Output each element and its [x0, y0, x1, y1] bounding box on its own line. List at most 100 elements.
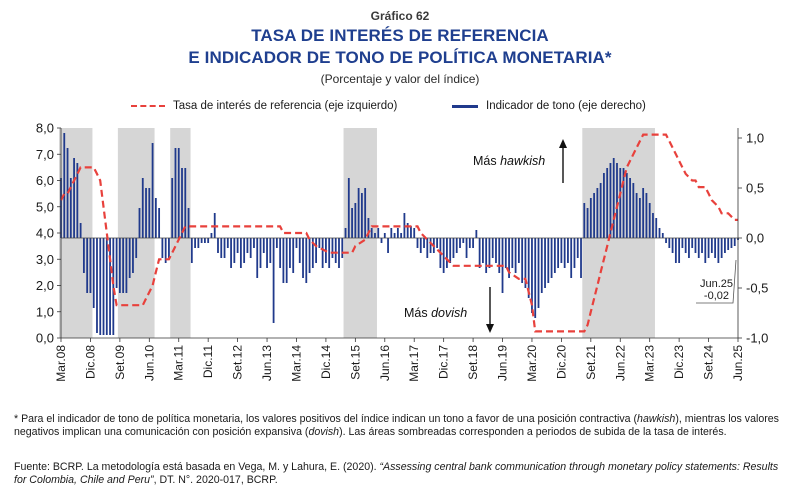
- tone-bar: [334, 238, 337, 263]
- legend-swatch-rate: [131, 105, 165, 107]
- tone-bar: [570, 238, 573, 278]
- tone-bar: [187, 208, 190, 238]
- tone-bar: [635, 193, 638, 238]
- x-tick-label: Jun.19: [496, 345, 510, 381]
- tone-bar: [321, 238, 324, 268]
- tone-bar: [197, 238, 200, 248]
- tone-bar: [681, 238, 684, 248]
- tone-bar: [612, 158, 615, 238]
- tone-bar: [220, 238, 223, 258]
- source-title: “Assessing central bank communication th…: [14, 461, 779, 486]
- tone-bar: [645, 193, 648, 238]
- tone-bar: [449, 238, 452, 263]
- tone-bar: [442, 238, 445, 273]
- right-tick-label: -0,5: [746, 281, 768, 296]
- tone-bar: [63, 133, 66, 238]
- tone-bar: [406, 223, 409, 238]
- tone-bar: [707, 238, 710, 258]
- tone-bar: [691, 238, 694, 248]
- tone-bar: [730, 238, 733, 248]
- tone-bar: [429, 238, 432, 253]
- tone-bar: [331, 238, 334, 258]
- footnote-text: * Para el indicador de tono de política …: [14, 413, 779, 438]
- tone-bar: [226, 238, 229, 248]
- tone-bar: [164, 238, 167, 263]
- left-tick-label: 5,0: [36, 199, 54, 214]
- tone-bar: [233, 238, 236, 263]
- tone-bar: [73, 158, 75, 238]
- tone-bar: [589, 198, 592, 238]
- tone-bar: [128, 238, 131, 278]
- tone-bar: [387, 238, 389, 253]
- tone-bar: [521, 238, 524, 283]
- x-tick-label: Jun.10: [142, 345, 156, 381]
- tone-bar: [455, 238, 458, 253]
- tone-bar: [524, 238, 527, 288]
- tone-bar: [370, 228, 373, 238]
- tone-bar: [377, 228, 380, 238]
- tone-bar: [135, 238, 138, 258]
- tone-bar: [171, 178, 174, 238]
- x-tick-label: Mar.14: [289, 345, 303, 382]
- legend-label-rate: Tasa de interés de referencia (eje izqui…: [173, 100, 398, 112]
- tone-bar: [400, 233, 403, 238]
- tone-bar: [697, 238, 700, 258]
- tone-bar: [446, 238, 448, 268]
- tone-bar: [207, 238, 210, 243]
- tone-bar: [122, 238, 125, 293]
- tone-bar: [724, 238, 726, 253]
- legend-swatch-tone: [452, 104, 478, 108]
- tone-bar: [393, 233, 396, 238]
- tone-bar: [504, 238, 507, 268]
- tone-bar: [462, 238, 465, 243]
- tone-bar: [616, 163, 618, 238]
- tone-bar: [517, 238, 520, 263]
- left-tick-label: 0,0: [36, 331, 54, 346]
- tone-bar: [341, 238, 344, 258]
- tone-bar: [495, 238, 497, 263]
- tone-bar: [223, 238, 226, 258]
- tone-bar: [514, 238, 517, 273]
- tone-bar: [69, 178, 72, 238]
- tone-bar: [413, 228, 416, 238]
- chart-canvas: 0,0 1,0 2,0 3,0 4,0 5,0 6,0 7,0 8,0 -1,0 -0,5 0,0 0,…: [36, 121, 768, 382]
- tone-bar: [243, 238, 246, 263]
- x-tick-label: Set.09: [113, 345, 127, 380]
- tone-bar: [593, 193, 595, 238]
- tone-bar: [298, 238, 301, 263]
- tone-bar: [694, 238, 697, 253]
- tone-bar: [478, 238, 481, 268]
- tone-bar: [383, 233, 386, 238]
- right-tick-label: 0,5: [746, 181, 764, 196]
- tone-bar: [423, 238, 425, 248]
- tone-bar: [482, 238, 484, 263]
- tone-bar: [200, 238, 203, 243]
- x-tick-label: Dic.23: [672, 345, 686, 379]
- last-value-leader: [696, 259, 737, 304]
- x-tick-label: Jun.13: [260, 345, 274, 381]
- x-tick-label: Mar.08: [54, 345, 68, 382]
- dovish-arrow-head: [486, 324, 494, 333]
- tone-bar: [305, 238, 308, 283]
- tone-bar: [511, 238, 514, 268]
- tone-bar: [733, 238, 736, 246]
- tone-bar: [374, 233, 376, 238]
- tone-bar: [360, 193, 363, 238]
- tone-bar: [567, 238, 569, 263]
- tone-bar: [576, 238, 579, 258]
- tone-bar: [419, 238, 422, 253]
- legend-label-tone: Indicador de tono (eje derecho): [486, 100, 646, 112]
- x-tick-label: Mar.20: [525, 345, 539, 382]
- tone-bar: [311, 238, 314, 268]
- tone-bar: [727, 238, 730, 250]
- tone-bar: [410, 226, 412, 238]
- tone-bar: [537, 238, 540, 308]
- tone-bar: [416, 238, 419, 248]
- tone-bar: [367, 218, 370, 238]
- tone-bar: [239, 238, 242, 268]
- chart-legend: Tasa de interés de referencia (eje izqui…: [0, 100, 800, 116]
- tone-bar: [82, 238, 85, 273]
- chart-kicker: Gráfico 62: [370, 9, 430, 23]
- tone-bar: [553, 238, 556, 273]
- source-prefix: Fuente: BCRP. La metodología está basada…: [14, 461, 380, 473]
